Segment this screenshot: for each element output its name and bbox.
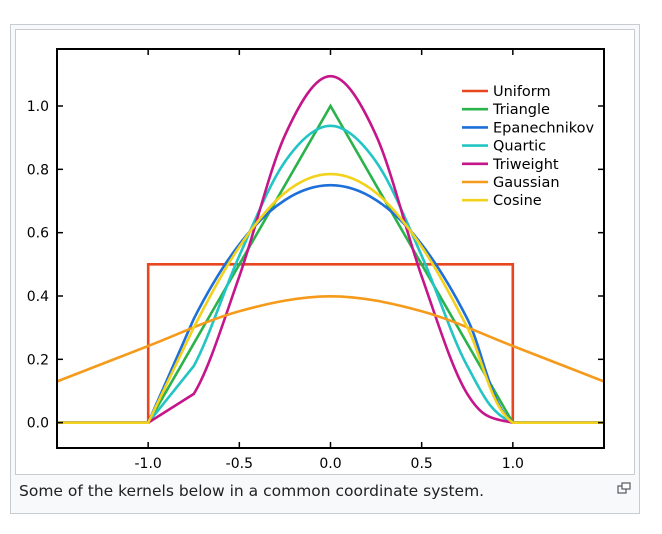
figure-caption: Some of the kernels below in a common co…: [19, 482, 485, 500]
y-tick-label: 0.6: [27, 226, 49, 242]
figure-thumb: 0.0 0.2 0.4 0.6 0.8 1.0 -1.0 -0.5 0.0 0.5 1.0 Unifo…: [10, 24, 640, 514]
kernel-chart: 0.0 0.2 0.4 0.6 0.8 1.0 -1.0 -0.5 0.0 0.5 1.0 Unifo…: [27, 48, 605, 472]
legend-label: Gaussian: [493, 175, 560, 191]
legend-label: Cosine: [493, 193, 542, 209]
magnify-clip-icon[interactable]: [617, 481, 631, 495]
legend-label: Uniform: [493, 84, 551, 100]
legend-label: Triangle: [492, 102, 550, 118]
series-line-gaussian: [56, 294, 605, 383]
x-tick-label: 0.0: [319, 456, 341, 472]
figure-image[interactable]: 0.0 0.2 0.4 0.6 0.8 1.0 -1.0 -0.5 0.0 0.5 1.0 Unifo…: [15, 29, 635, 475]
x-tick-label: 0.5: [411, 456, 433, 472]
legend-label: Quartic: [493, 139, 546, 155]
y-tick-label: 1.0: [27, 99, 49, 115]
series-line-quartic: [57, 124, 604, 425]
y-tick-label: 0.4: [27, 289, 49, 305]
y-tick-label: 0.2: [27, 352, 49, 368]
x-tick-label: -0.5: [226, 456, 253, 472]
x-tick-label: 1.0: [502, 456, 524, 472]
series-line-uniform: [57, 263, 604, 424]
series-line-cosine: [57, 172, 604, 425]
x-tick-label: -1.0: [135, 456, 162, 472]
series-line-epanechnikov: [57, 183, 604, 425]
legend-label: Triweight: [492, 157, 559, 173]
legend-label: Epanechnikov: [493, 120, 594, 136]
y-tick-label: 0.8: [27, 162, 49, 178]
y-tick-label: 0.0: [27, 416, 49, 432]
series-line-triweight: [57, 74, 604, 425]
